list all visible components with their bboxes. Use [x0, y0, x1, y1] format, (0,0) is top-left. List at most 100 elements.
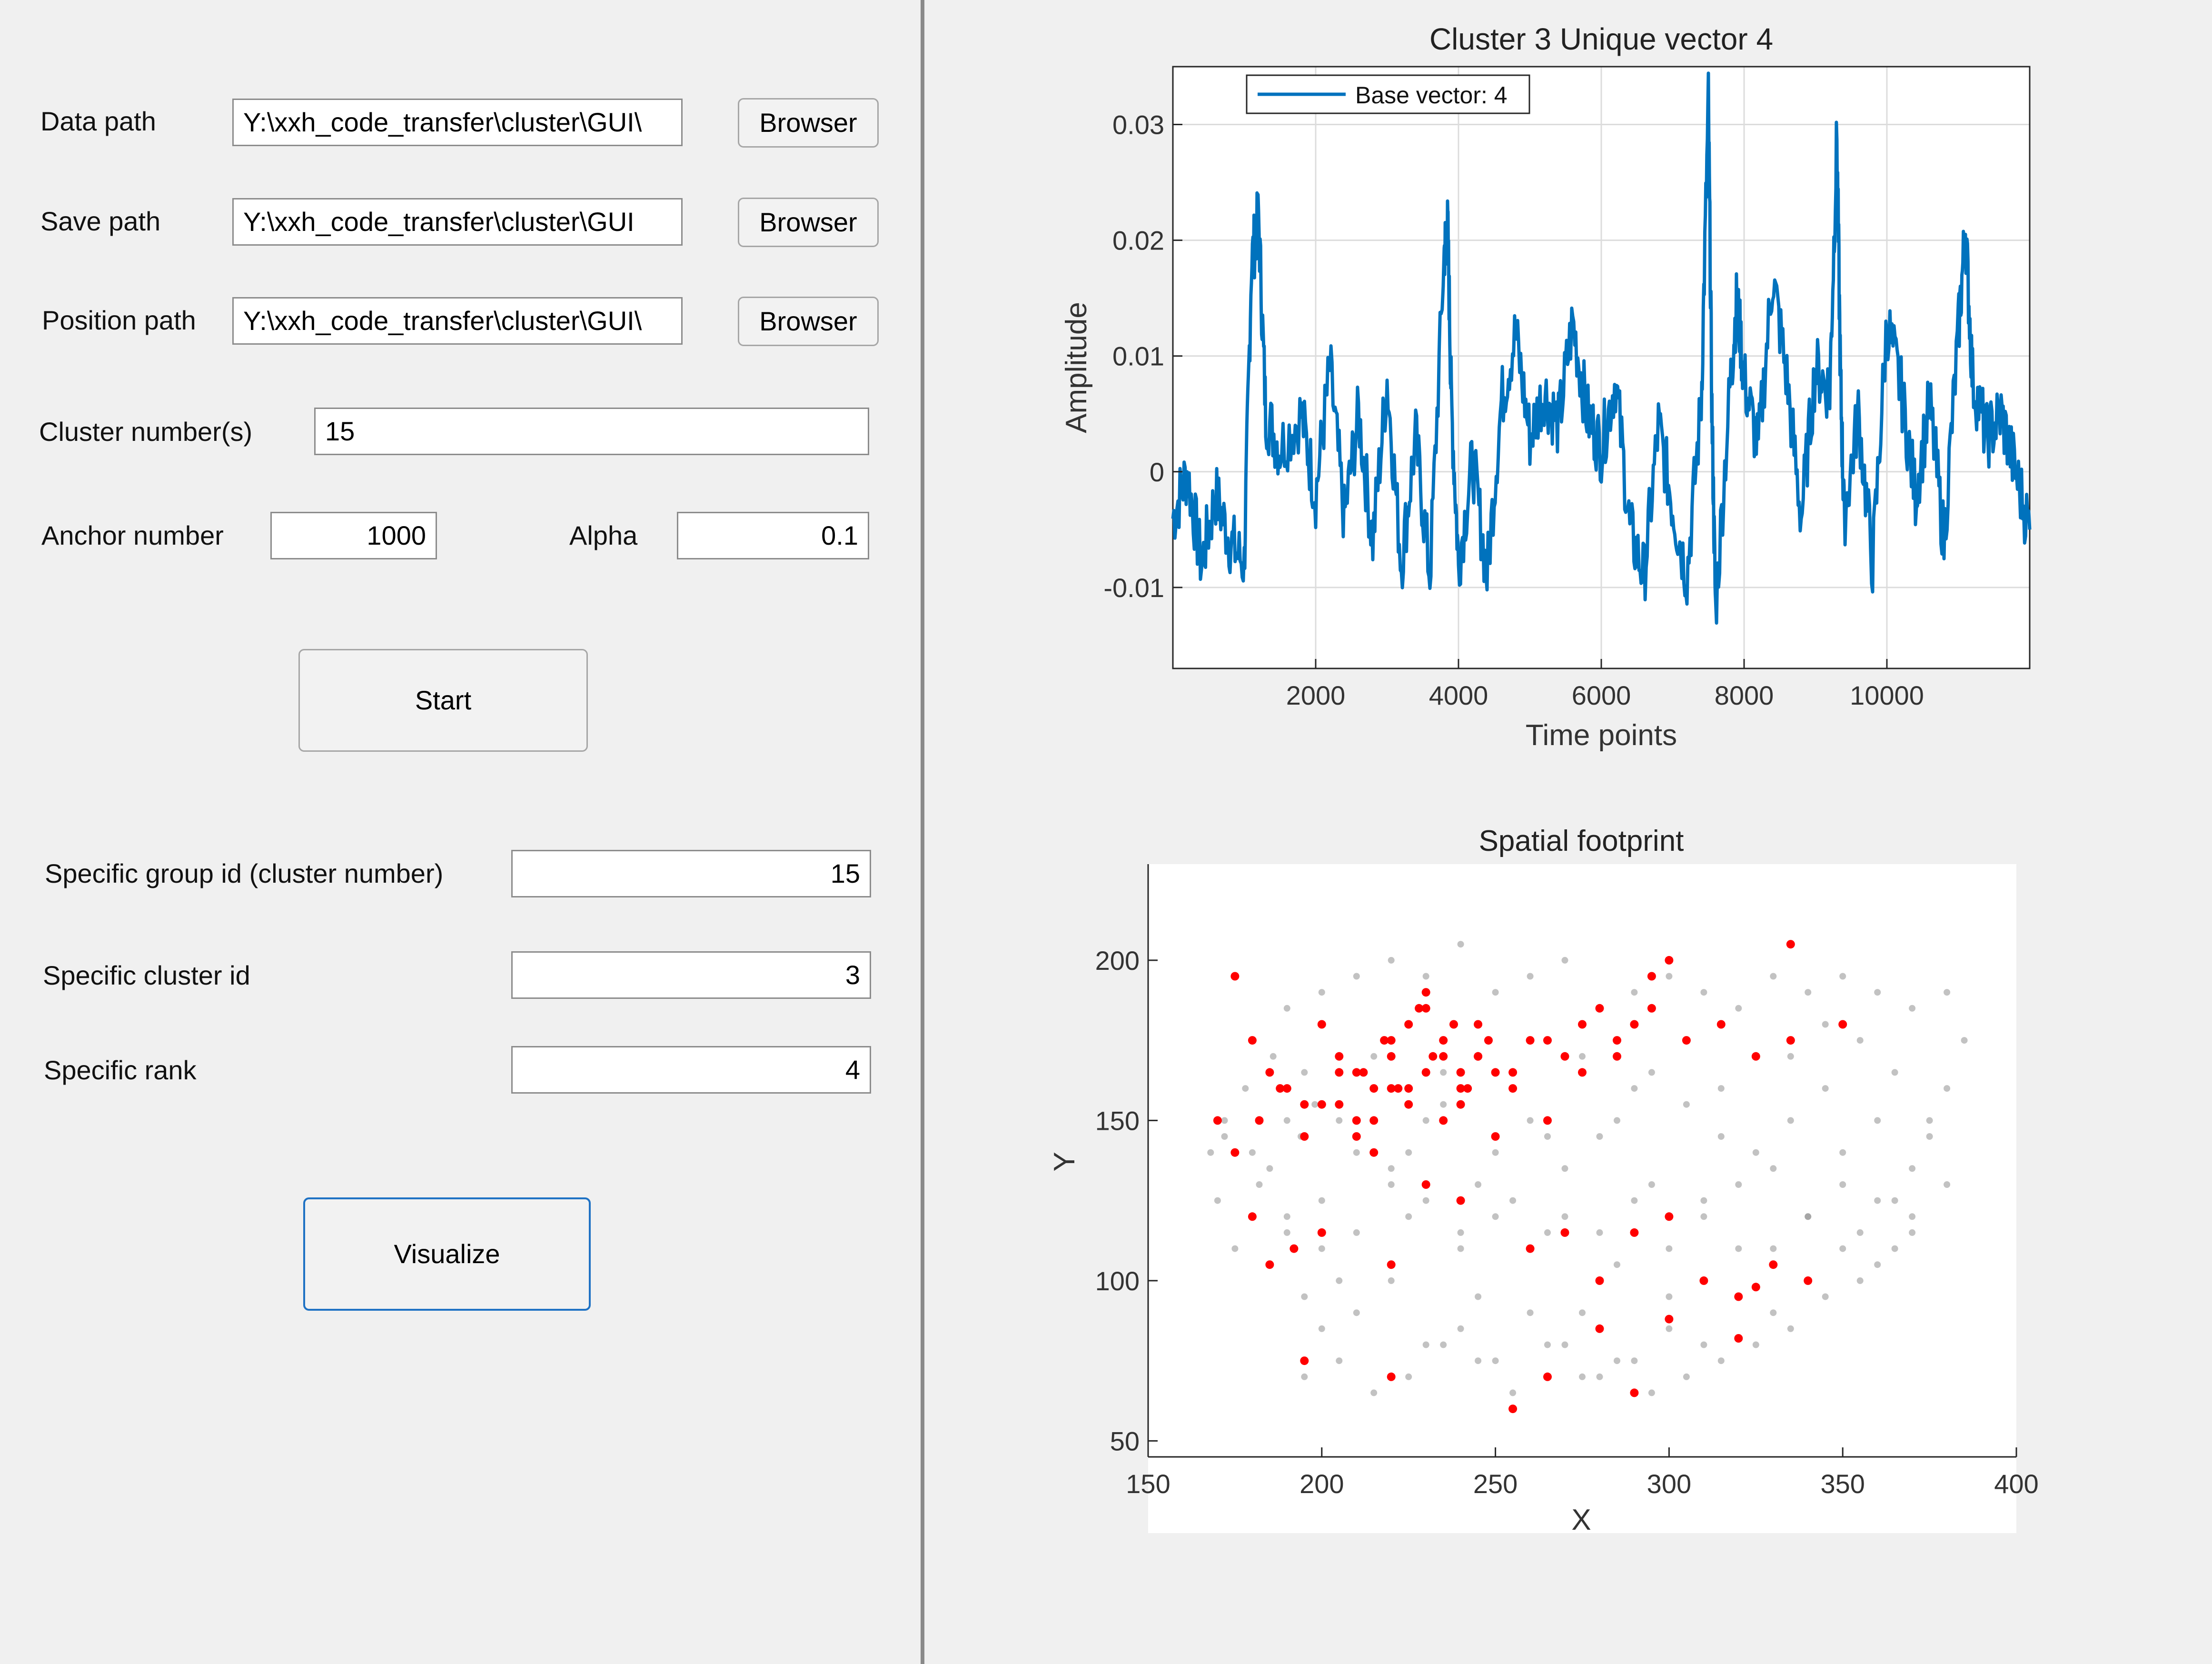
cluster-id-input[interactable]: 3 — [511, 951, 871, 999]
cluster-point — [1317, 1020, 1326, 1029]
scatter-title: Spatial footprint — [1479, 825, 1684, 857]
footprint-point — [1648, 1181, 1655, 1188]
cluster-point — [1230, 972, 1240, 981]
footprint-point — [1301, 1293, 1308, 1300]
footprint-point — [1822, 1021, 1829, 1028]
footprint-point — [1370, 1053, 1378, 1060]
save-path-browse-button[interactable]: Browser — [738, 198, 879, 247]
footprint-point — [1666, 1245, 1673, 1252]
footprint-point — [1318, 989, 1325, 996]
footprint-point — [1909, 1005, 1916, 1012]
footprint-point — [1457, 1245, 1464, 1252]
cluster-point — [1804, 1276, 1813, 1285]
cluster-point — [1404, 1084, 1413, 1093]
cluster-point — [1213, 1116, 1222, 1125]
cluster-point — [1578, 1068, 1587, 1077]
legend-label: Base vector: 4 — [1355, 82, 1508, 109]
data-path-label: Data path — [40, 106, 156, 136]
footprint-point — [1440, 1101, 1447, 1108]
footprint-point — [1388, 1165, 1395, 1172]
footprint-point — [1214, 1197, 1221, 1204]
footprint-point — [1700, 1341, 1707, 1348]
footprint-point — [1231, 1245, 1239, 1252]
footprint-point — [1856, 1037, 1864, 1044]
cluster-point — [1387, 1036, 1396, 1045]
cluster-point — [1276, 1084, 1285, 1093]
footprint-point — [1492, 1357, 1499, 1365]
cluster-point — [1387, 1372, 1396, 1381]
footprint-point — [1926, 1117, 1933, 1124]
start-button[interactable]: Start — [298, 649, 588, 752]
footprint-point — [1596, 1373, 1603, 1380]
cluster-point — [1474, 1020, 1483, 1029]
panel-divider[interactable] — [921, 0, 924, 1664]
footprint-point — [1311, 1101, 1319, 1108]
cluster-point — [1369, 1084, 1379, 1093]
footprint-point — [1579, 1373, 1586, 1380]
position-path-label: Position path — [42, 305, 196, 335]
cluster-point — [1394, 1084, 1403, 1093]
data-path-input[interactable]: Y:\xxh_code_transfer\cluster\GUI\ — [232, 99, 683, 146]
footprint-point — [1717, 1085, 1725, 1092]
cluster-point — [1335, 1052, 1344, 1061]
footprint-point — [1388, 1181, 1395, 1188]
footprint-point — [1700, 1197, 1707, 1204]
footprint-point — [1527, 973, 1534, 980]
footprint-point — [1787, 1117, 1794, 1124]
cluster-point — [1734, 1292, 1743, 1301]
cluster-point — [1449, 1020, 1458, 1029]
cluster-point — [1290, 1244, 1299, 1253]
footprint-point — [1242, 1085, 1249, 1092]
alpha-input[interactable]: 0.1 — [677, 512, 869, 559]
footprint-point — [1648, 1069, 1655, 1076]
footprint-point — [1457, 1229, 1464, 1236]
footprint-point — [1717, 1357, 1725, 1365]
position-path-input[interactable]: Y:\xxh_code_transfer\cluster\GUI\ — [232, 297, 683, 345]
cluster-point — [1387, 1052, 1396, 1061]
cluster-point — [1630, 1388, 1639, 1397]
footprint-point — [1856, 1277, 1864, 1284]
cluster-numbers-input[interactable]: 15 — [314, 408, 869, 455]
cluster-point — [1428, 1052, 1438, 1061]
line-ytick-label: 0 — [1150, 457, 1164, 487]
save-path-input[interactable]: Y:\xxh_code_transfer\cluster\GUI — [232, 198, 683, 246]
footprint-point — [1422, 1341, 1429, 1348]
footprint-point — [1631, 1197, 1638, 1204]
line-chart-legend[interactable]: Base vector: 4 — [1246, 74, 1530, 114]
footprint-point — [1891, 1197, 1898, 1204]
footprint-point — [1544, 1341, 1551, 1348]
footprint-point — [1422, 1197, 1429, 1204]
footprint-point — [1770, 973, 1777, 980]
cluster-point — [1463, 1084, 1472, 1093]
cluster-point — [1613, 1036, 1621, 1045]
cluster-point — [1387, 1084, 1396, 1093]
cluster-point — [1786, 940, 1795, 949]
cluster-point — [1265, 1260, 1274, 1269]
cluster-point — [1526, 1036, 1535, 1045]
cluster-point — [1456, 1196, 1465, 1205]
footprint-point — [1283, 1117, 1290, 1124]
cluster-point — [1456, 1084, 1465, 1093]
footprint-point — [1770, 1309, 1777, 1316]
scatter-ytick-label: 50 — [1110, 1426, 1140, 1456]
data-path-browse-button[interactable]: Browser — [738, 98, 879, 148]
footprint-point — [1318, 1325, 1325, 1332]
anchor-number-input[interactable]: 1000 — [270, 512, 437, 559]
visualize-button[interactable]: Visualize — [303, 1197, 591, 1311]
cluster-point — [1335, 1068, 1344, 1077]
footprint-point — [1256, 1181, 1263, 1188]
cluster-point — [1415, 1004, 1424, 1013]
footprint-point — [1301, 1373, 1308, 1380]
footprint-point — [1457, 941, 1464, 948]
group-id-input[interactable]: 15 — [511, 850, 871, 897]
footprint-point — [1283, 1229, 1290, 1236]
footprint-point — [1822, 1293, 1829, 1300]
footprint-point — [1353, 1309, 1360, 1316]
rank-input[interactable]: 4 — [511, 1046, 871, 1094]
cluster-point — [1751, 1052, 1760, 1061]
footprint-point — [1891, 1245, 1898, 1252]
position-path-browse-button[interactable]: Browser — [738, 297, 879, 346]
scatter-xtick-label: 400 — [1994, 1469, 2038, 1499]
scatter-xtick-label: 150 — [1126, 1469, 1170, 1499]
